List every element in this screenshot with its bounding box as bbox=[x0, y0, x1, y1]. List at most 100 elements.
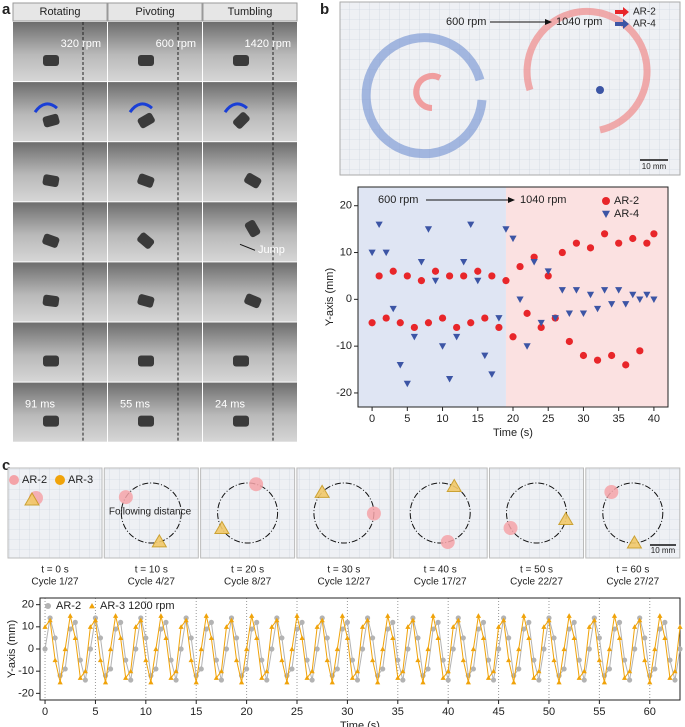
point bbox=[677, 646, 683, 652]
point bbox=[502, 277, 510, 285]
point bbox=[410, 333, 418, 341]
point bbox=[470, 646, 476, 652]
x-tick-label: 55 bbox=[593, 706, 605, 718]
x-tick-label: 5 bbox=[404, 413, 410, 425]
y-tick-label: 0 bbox=[28, 643, 34, 655]
point bbox=[672, 668, 678, 674]
point bbox=[561, 666, 567, 672]
robot bbox=[233, 415, 249, 427]
shaded-region bbox=[505, 187, 668, 407]
point bbox=[304, 675, 310, 680]
point bbox=[188, 657, 194, 663]
point bbox=[627, 677, 633, 683]
point bbox=[523, 343, 531, 350]
legend-arrow bbox=[615, 7, 629, 17]
photo bbox=[489, 467, 584, 559]
point bbox=[77, 657, 83, 663]
photo bbox=[203, 22, 297, 82]
point bbox=[349, 675, 356, 680]
point bbox=[470, 666, 476, 672]
point bbox=[178, 624, 184, 629]
arrow-head bbox=[508, 197, 515, 203]
point bbox=[354, 677, 361, 683]
point bbox=[488, 371, 496, 378]
point bbox=[485, 675, 492, 680]
point bbox=[627, 668, 633, 674]
point bbox=[495, 315, 503, 322]
point bbox=[309, 677, 315, 683]
trajectory bbox=[523, 7, 651, 134]
point bbox=[395, 657, 401, 663]
cycle-caption: Cycle 27/27 bbox=[606, 577, 659, 588]
point bbox=[198, 666, 204, 672]
point bbox=[672, 677, 678, 683]
cycle-caption: Cycle 4/27 bbox=[128, 577, 176, 588]
point bbox=[178, 646, 184, 652]
point bbox=[579, 351, 588, 360]
point bbox=[490, 668, 497, 674]
robot-ar2 bbox=[604, 485, 619, 500]
point bbox=[481, 352, 489, 360]
robot-ar3 bbox=[24, 492, 40, 506]
time-label: 55 ms bbox=[120, 399, 150, 411]
point bbox=[223, 646, 230, 652]
robot bbox=[43, 355, 59, 367]
point bbox=[396, 319, 404, 327]
point bbox=[596, 635, 602, 641]
x-tick-label: 20 bbox=[507, 413, 519, 425]
robot bbox=[244, 219, 261, 238]
column-header: Rotating bbox=[40, 6, 81, 18]
point bbox=[546, 617, 552, 623]
point bbox=[431, 267, 440, 275]
point bbox=[249, 613, 255, 618]
point bbox=[622, 301, 630, 308]
point bbox=[375, 221, 383, 229]
point bbox=[228, 617, 235, 623]
trajectory bbox=[409, 482, 471, 544]
point bbox=[455, 617, 461, 623]
point bbox=[107, 666, 114, 672]
annotation: 1040 rpm bbox=[556, 16, 602, 28]
point bbox=[92, 617, 99, 623]
point bbox=[415, 635, 421, 641]
point bbox=[233, 635, 240, 641]
point bbox=[636, 296, 644, 303]
point bbox=[565, 310, 573, 317]
point bbox=[662, 619, 668, 625]
time-label: 24 ms bbox=[215, 399, 245, 411]
point bbox=[593, 305, 602, 313]
photo bbox=[203, 322, 297, 382]
header-cell bbox=[202, 2, 298, 22]
point bbox=[107, 646, 114, 652]
point bbox=[621, 657, 628, 663]
point bbox=[581, 677, 587, 683]
point bbox=[558, 248, 566, 257]
point bbox=[339, 613, 345, 618]
point bbox=[314, 624, 320, 629]
robot bbox=[138, 55, 154, 66]
point bbox=[410, 323, 418, 332]
point bbox=[571, 619, 577, 625]
point bbox=[299, 635, 305, 640]
x-tick-label: 5 bbox=[92, 706, 98, 718]
cycle-caption: Cycle 22/27 bbox=[510, 577, 563, 588]
point bbox=[467, 319, 475, 327]
photo bbox=[108, 22, 202, 82]
point bbox=[475, 613, 482, 618]
x-tick-label: 30 bbox=[341, 706, 353, 718]
robot bbox=[596, 86, 604, 94]
point bbox=[385, 613, 391, 618]
photo bbox=[203, 82, 297, 142]
point bbox=[375, 679, 381, 685]
annotation: 600 rpm bbox=[446, 16, 486, 28]
point bbox=[481, 314, 489, 322]
point bbox=[314, 646, 320, 652]
point bbox=[576, 675, 582, 680]
robot-ar2 bbox=[440, 535, 455, 550]
point bbox=[566, 626, 572, 632]
point bbox=[537, 323, 545, 332]
point bbox=[382, 314, 390, 322]
point bbox=[460, 272, 468, 280]
x-tick-label: 30 bbox=[577, 413, 589, 425]
point bbox=[521, 613, 527, 618]
